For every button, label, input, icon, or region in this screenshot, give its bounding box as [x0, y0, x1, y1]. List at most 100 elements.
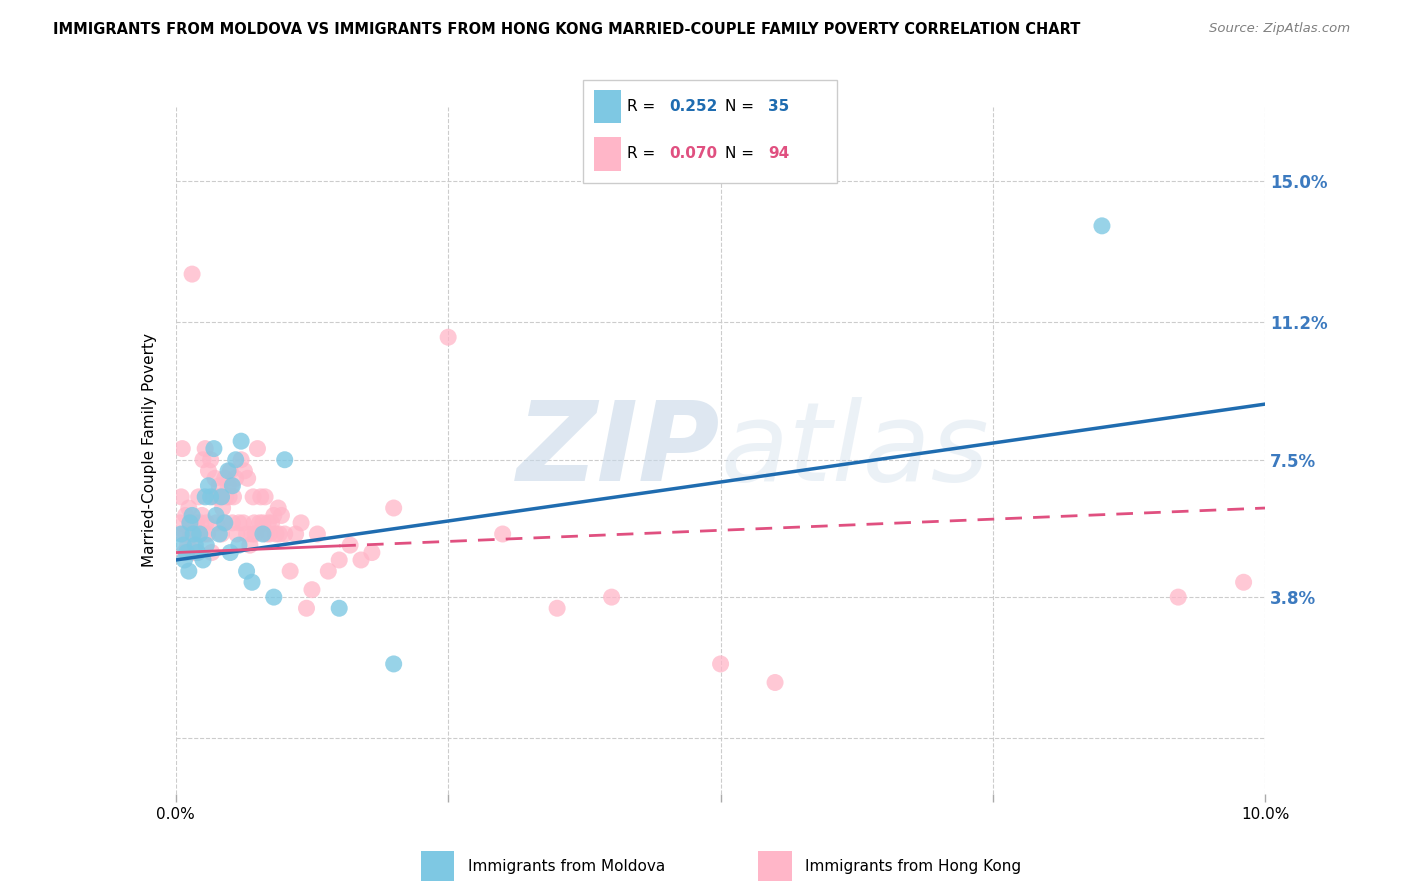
Point: [252, 516, 274, 530]
Point: [600, 590, 623, 604]
Point: [212, 516, 235, 530]
Point: [263, 590, 285, 604]
Point: [307, 527, 329, 541]
Point: [243, 516, 266, 530]
Point: [186, 516, 208, 530]
Point: [184, 538, 207, 552]
Text: Immigrants from Hong Kong: Immigrants from Hong Kong: [806, 859, 1022, 873]
Point: [274, 527, 297, 541]
Point: [239, 538, 262, 552]
Text: R =: R =: [627, 146, 659, 161]
Point: [228, 516, 250, 530]
Point: [221, 479, 243, 493]
Text: IMMIGRANTS FROM MOLDOVA VS IMMIGRANTS FROM HONG KONG MARRIED-COUPLE FAMILY POVER: IMMIGRANTS FROM MOLDOVA VS IMMIGRANTS FR…: [53, 22, 1081, 37]
Point: [284, 527, 307, 541]
Point: [278, 564, 301, 578]
Point: [221, 516, 243, 530]
Text: atlas: atlas: [721, 397, 990, 504]
Point: [184, 527, 207, 541]
Point: [225, 527, 247, 541]
Point: [236, 471, 259, 485]
Point: [245, 527, 267, 541]
Point: [240, 575, 263, 590]
Point: [269, 527, 291, 541]
Point: [172, 538, 194, 552]
Point: [763, 675, 786, 690]
Point: [173, 553, 195, 567]
Point: [252, 527, 274, 541]
Point: [225, 471, 247, 485]
Point: [328, 601, 350, 615]
Point: [233, 464, 256, 478]
Point: [200, 452, 222, 467]
Point: [249, 490, 271, 504]
Point: [177, 501, 200, 516]
Point: [264, 527, 287, 541]
Point: [186, 545, 209, 559]
Point: [202, 442, 225, 456]
Point: [215, 490, 238, 504]
Point: [260, 516, 283, 530]
Point: [205, 516, 228, 530]
Point: [240, 527, 263, 541]
Point: [197, 464, 219, 478]
Point: [295, 601, 318, 615]
Point: [194, 490, 217, 504]
Point: [382, 501, 405, 516]
Point: [270, 508, 292, 523]
Bar: [593, 136, 621, 170]
Point: [179, 516, 201, 530]
Point: [208, 479, 231, 493]
Point: [318, 564, 340, 578]
Point: [222, 490, 245, 504]
Point: [225, 452, 247, 467]
Point: [170, 527, 193, 541]
Text: R =: R =: [627, 99, 659, 114]
Point: [232, 516, 254, 530]
Point: [172, 527, 194, 541]
Bar: [593, 89, 621, 123]
Point: [231, 452, 253, 467]
Point: [181, 545, 204, 559]
Point: [191, 553, 214, 567]
Point: [274, 452, 297, 467]
Point: [205, 508, 228, 523]
Point: [191, 452, 214, 467]
Bar: [758, 851, 792, 881]
Point: [235, 564, 257, 578]
Point: [214, 516, 236, 530]
Point: [339, 538, 361, 552]
Point: [188, 527, 211, 541]
Point: [176, 545, 198, 559]
Point: [546, 601, 568, 615]
Point: [169, 516, 191, 530]
Point: [350, 553, 373, 567]
Point: [1167, 590, 1189, 604]
Point: [195, 527, 218, 541]
Point: [228, 538, 250, 552]
Text: N =: N =: [725, 146, 759, 161]
Point: [177, 564, 200, 578]
Point: [186, 545, 209, 559]
Text: 0.070: 0.070: [669, 146, 717, 161]
Point: [214, 471, 236, 485]
Point: [1091, 219, 1114, 233]
Point: [246, 442, 269, 456]
Point: [173, 545, 195, 559]
Point: [1233, 575, 1256, 590]
Text: 0.252: 0.252: [669, 99, 718, 114]
Point: [242, 490, 264, 504]
Point: [218, 490, 240, 504]
Text: ZIP: ZIP: [517, 397, 721, 504]
Point: [188, 527, 211, 541]
Point: [221, 479, 243, 493]
Text: Immigrants from Moldova: Immigrants from Moldova: [468, 859, 665, 873]
Point: [204, 471, 226, 485]
Point: [361, 545, 384, 559]
Point: [181, 527, 204, 541]
Point: [202, 490, 225, 504]
Text: 35: 35: [768, 99, 790, 114]
Point: [235, 527, 257, 541]
Point: [301, 582, 323, 597]
Point: [170, 490, 193, 504]
